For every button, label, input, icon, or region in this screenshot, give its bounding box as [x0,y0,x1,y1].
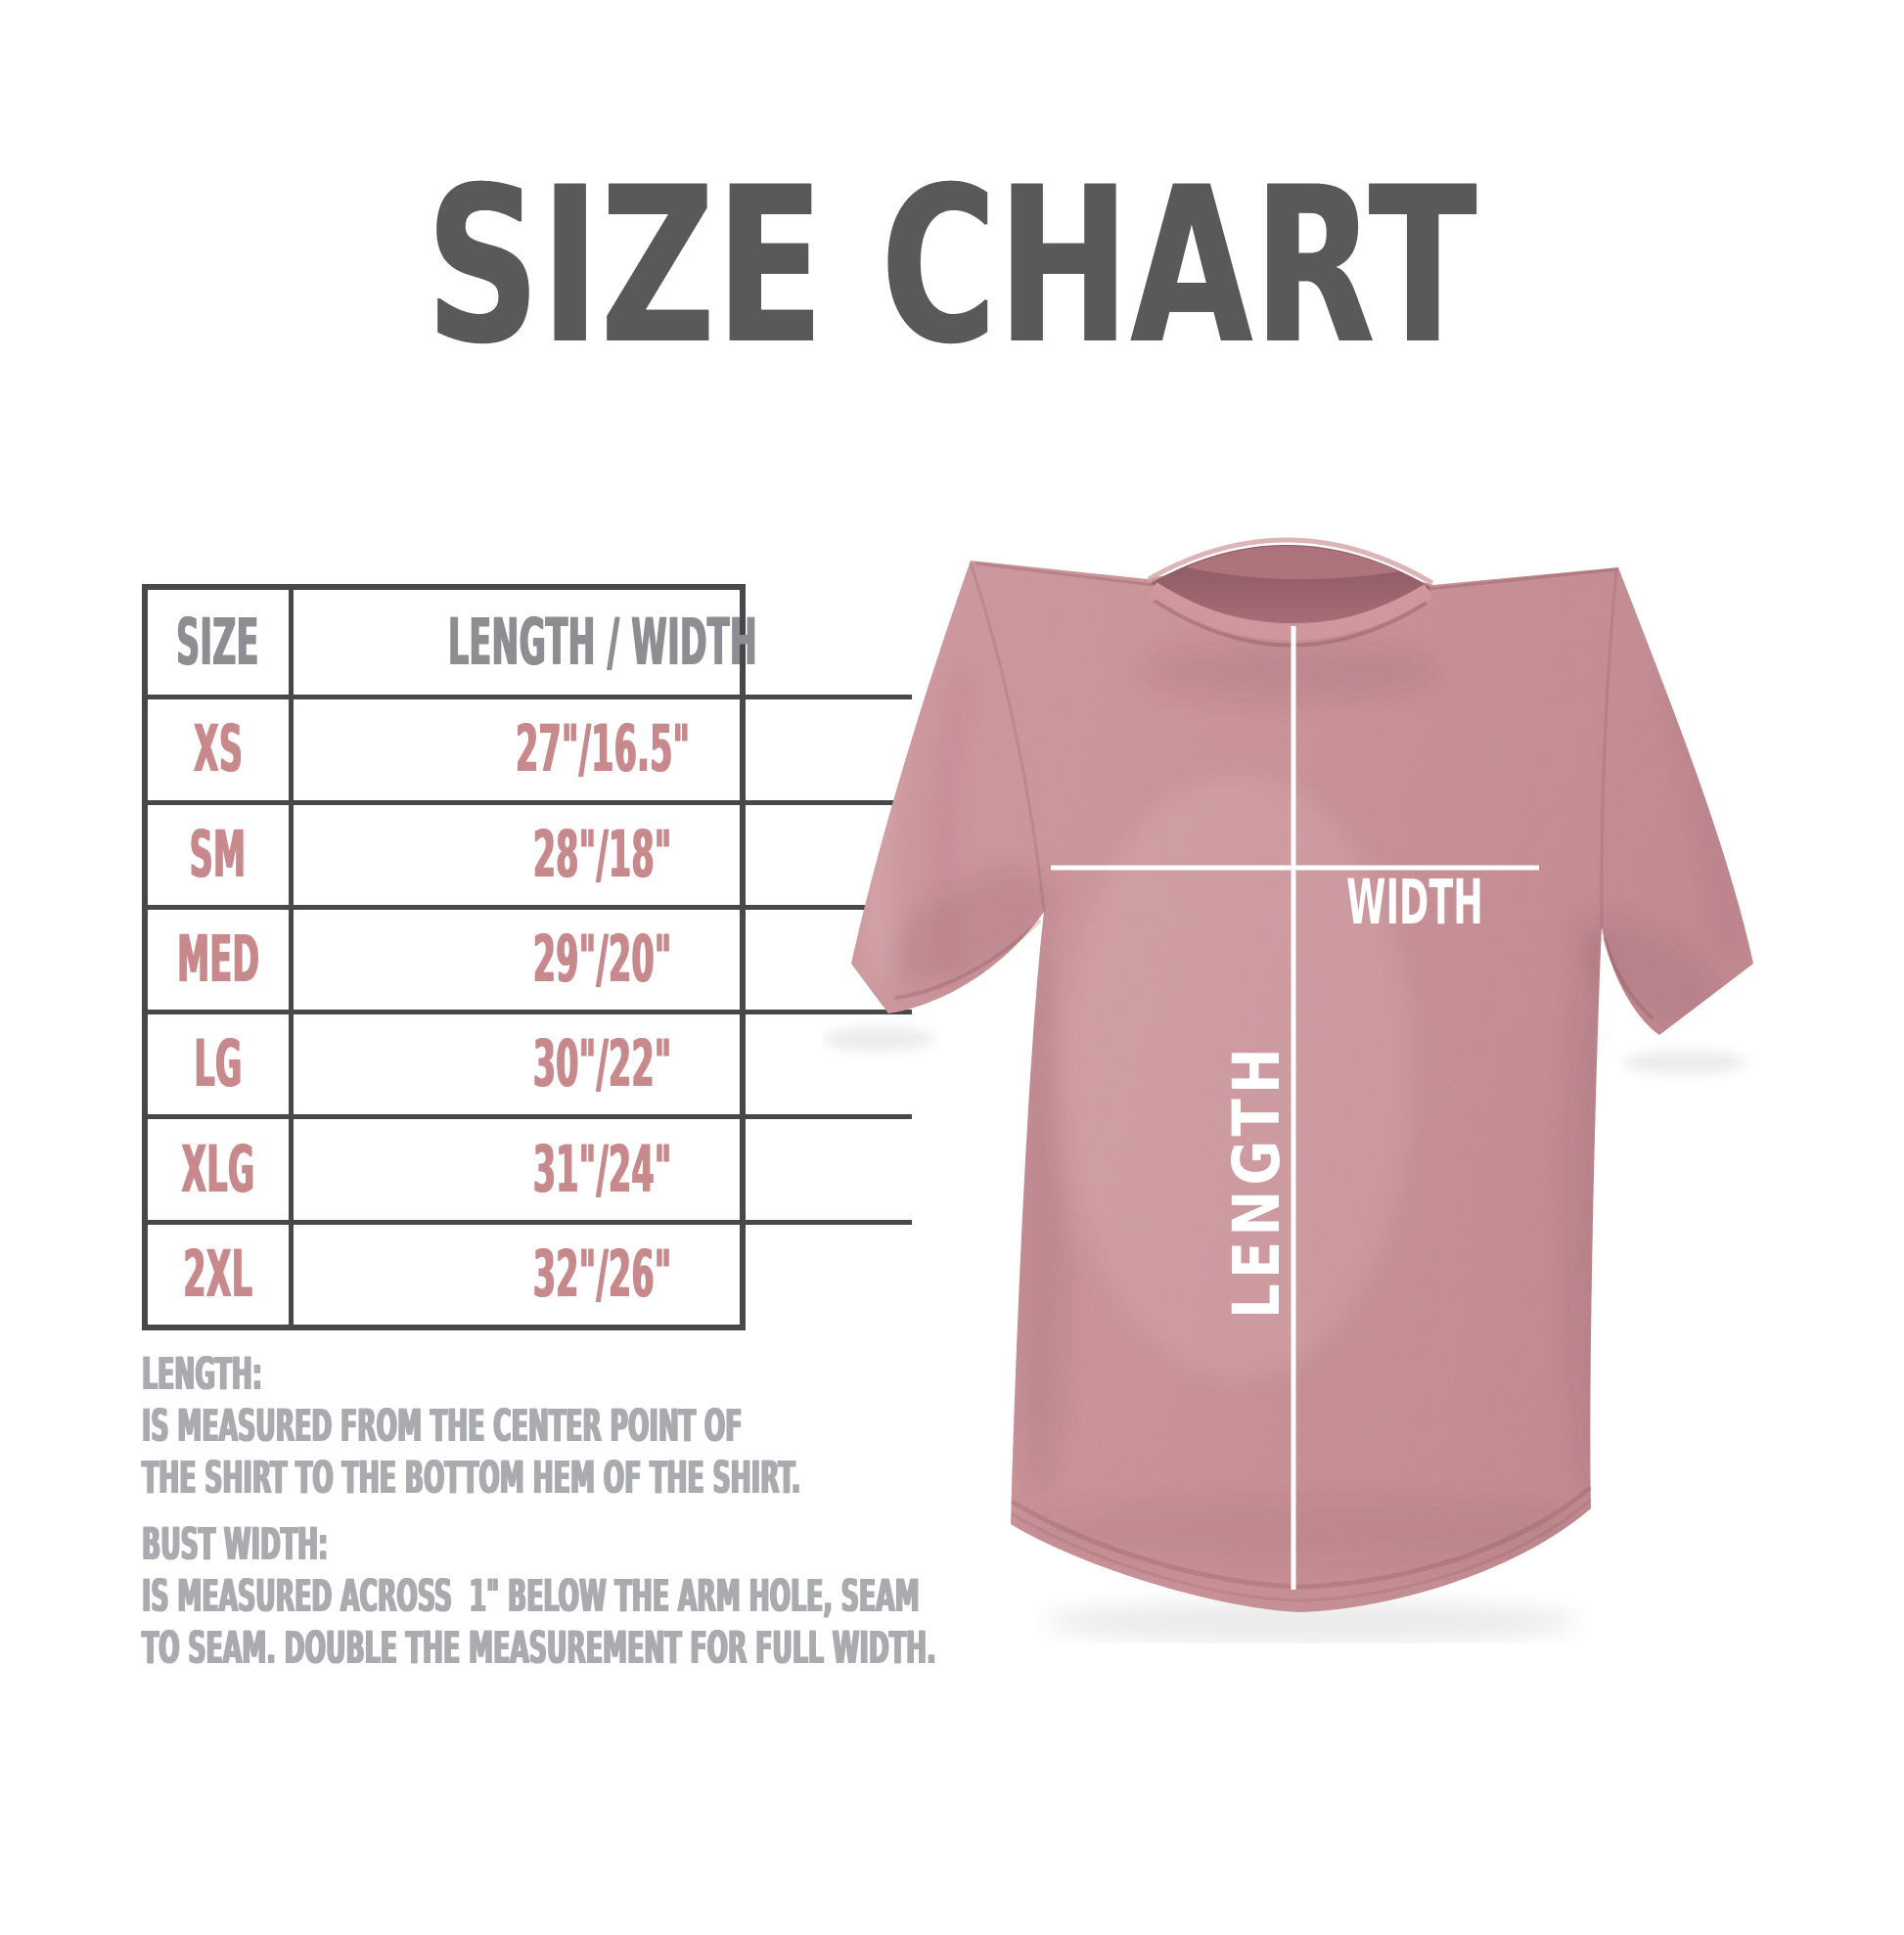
width-label: WIDTH [1346,868,1483,939]
measurement-cell: 28"/18" [294,805,912,905]
shirt-floor-shadow [822,1026,1747,1643]
size-cell: XS [148,699,294,800]
measurement-value: 29"/20" [533,921,672,997]
shirt-diagram: WIDTH LENGTH [822,537,1753,1643]
measurement-cell: 29"/20" [294,910,912,1010]
length-note-line-2: THE SHIRT TO THE BOTTOM HEM OF THE SHIRT… [142,1452,801,1504]
size-cell: LG [148,1014,294,1115]
length-note-heading: LENGTH: [142,1348,262,1400]
size-label: MED [176,921,260,997]
note-body-line: IS MEASURED ACROSS 1" BELOW THE ARM HOLE… [142,1569,1560,1621]
note-body-line: IS MEASURED FROM THE CENTER POINT OF [142,1399,1318,1451]
table-row: XS 27"/16.5" [148,695,913,800]
note-heading-line: BUST WIDTH: [142,1517,1560,1569]
header-cell-size: SIZE [148,590,294,696]
measurement-cell: 31"/24" [294,1119,912,1219]
header-label-measurement: LENGTH / WIDTH [448,604,758,680]
measurement-value: 30"/22" [533,1026,672,1102]
measurement-cell: 27"/16.5" [294,699,912,799]
note-body-line: TO SEAM. DOUBLE THE MEASUREMENT FOR FULL… [142,1621,1560,1673]
size-label: SM [190,816,247,892]
size-label: XS [193,711,244,788]
size-label: 2XL [183,1236,253,1312]
table-row: XLG 31"/24" [148,1114,913,1220]
bust-width-note-line-2: TO SEAM. DOUBLE THE MEASUREMENT FOR FULL… [142,1622,936,1674]
table-row: MED 29"/20" [148,904,913,1011]
size-label: LG [194,1026,243,1102]
shirt-seams [894,562,1654,1602]
page-title-wrap: SIZE CHART [0,158,1904,374]
measurement-cell: 32"/26" [294,1225,912,1325]
size-cell: 2XL [148,1224,294,1325]
bust-width-note: BUST WIDTH: IS MEASURED ACROSS 1" BELOW … [142,1517,1560,1673]
length-note-line-1: IS MEASURED FROM THE CENTER POINT OF [142,1400,743,1452]
size-label: XLG [181,1131,255,1207]
size-cell: XLG [148,1119,294,1220]
measurement-value: 28"/18" [533,816,672,892]
bust-width-note-heading: BUST WIDTH: [142,1518,329,1570]
header-label-size: SIZE [176,604,260,680]
table-row: SM 28"/18" [148,799,913,905]
size-table: SIZE LENGTH / WIDTH XS 27"/16.5" SM 28"/… [142,584,913,1330]
measurement-lines: WIDTH LENGTH [1051,626,1539,1590]
size-cell: MED [148,909,294,1011]
length-note: LENGTH: IS MEASURED FROM THE CENTER POIN… [142,1347,1318,1503]
table-row: 2XL 32"/26" [148,1219,913,1325]
measurement-value: 27"/16.5" [515,711,691,788]
measurement-value: 32"/26" [533,1236,672,1312]
table-row: LG 30"/22" [148,1010,913,1115]
measurement-cell: 30"/22" [294,1014,912,1114]
length-label: LENGTH [1220,1043,1295,1319]
collar [1147,537,1434,648]
table-header-row: SIZE LENGTH / WIDTH [148,590,912,696]
page-title: SIZE CHART [426,141,1478,391]
measurement-value: 31"/24" [533,1131,672,1207]
note-heading-line: LENGTH: [142,1347,1318,1399]
note-body-line: THE SHIRT TO THE BOTTOM HEM OF THE SHIRT… [142,1451,1318,1503]
size-cell: SM [148,804,294,905]
header-cell-measurement: LENGTH / WIDTH [294,590,912,695]
bust-width-note-line-1: IS MEASURED ACROSS 1" BELOW THE ARM HOLE… [142,1570,920,1622]
